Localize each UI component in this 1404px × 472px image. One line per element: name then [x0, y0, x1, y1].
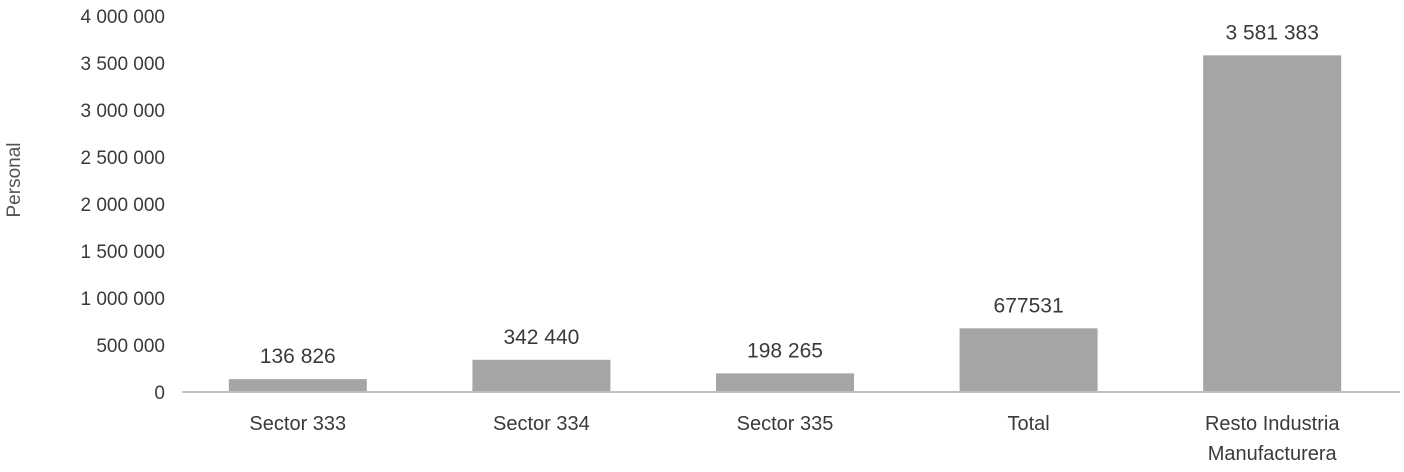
data-label: 677531 — [994, 294, 1064, 317]
y-tick-label: 1 500 000 — [80, 242, 165, 263]
y-tick-label: 4 000 000 — [80, 7, 165, 28]
data-label: 198 265 — [747, 339, 823, 362]
data-label: 136 826 — [260, 345, 336, 368]
x-tick-label: Total — [1007, 413, 1049, 435]
bar — [716, 373, 854, 392]
bar — [1203, 55, 1342, 392]
y-axis-title: Personal — [4, 143, 25, 218]
bar — [959, 328, 1098, 392]
y-tick-label: 0 — [154, 383, 165, 404]
y-tick-label: 2 500 000 — [80, 148, 165, 169]
data-label: 3 581 383 — [1225, 21, 1318, 44]
y-tick-label: 3 500 000 — [80, 54, 165, 75]
bar — [228, 379, 367, 392]
x-tick-label: Sector 334 — [493, 413, 590, 435]
data-label: 342 440 — [503, 326, 579, 349]
x-tick-label: Resto Industria Manufacturera — [1205, 413, 1340, 465]
y-tick-label: 3 000 000 — [80, 101, 165, 122]
y-axis-ticks: 0 500 000 1 000 000 1 500 000 2 000 000 2 500… — [80, 7, 165, 404]
x-tick-label: Sector 335 — [737, 413, 834, 435]
bars: 136 826 342 440 198 265 677531 3 581 383 — [228, 21, 1342, 392]
category-labels: Sector 333 Sector 334 Sector 335 Total Resto… — [249, 413, 1340, 465]
y-tick-label: 2 000 000 — [80, 195, 165, 216]
y-tick-label: 500 000 — [96, 336, 165, 357]
x-tick-label: Sector 333 — [249, 413, 346, 435]
bar — [472, 359, 611, 392]
y-tick-label: 1 000 000 — [80, 289, 165, 310]
